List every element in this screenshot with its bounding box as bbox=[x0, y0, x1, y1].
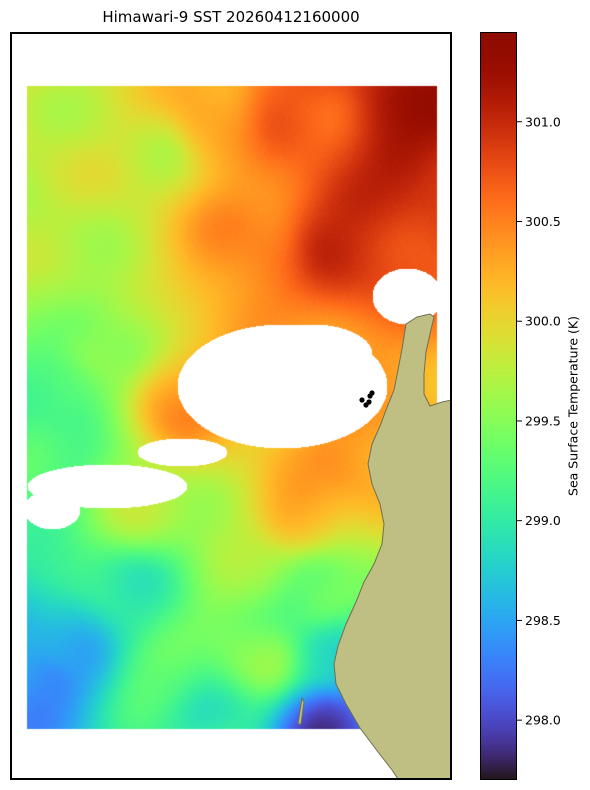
point-marker bbox=[366, 399, 372, 405]
land-mass bbox=[333, 313, 450, 778]
colorbar bbox=[480, 32, 517, 780]
colorbar-tick-label: 300.0 bbox=[525, 314, 561, 329]
colorbar-tick-label: 300.5 bbox=[525, 214, 561, 229]
colorbar-tick-label: 298.5 bbox=[525, 613, 561, 628]
map-panel bbox=[10, 32, 452, 780]
small-island bbox=[297, 696, 305, 725]
colorbar-ticks: 298.0 298.5 299.0 299.5 300.0 300.5 301.0 bbox=[517, 114, 561, 728]
colorbar-tick-label: 299.5 bbox=[525, 413, 561, 428]
chart-title: Himawari-9 SST 20260412160000 bbox=[102, 8, 360, 26]
point-marker bbox=[359, 397, 365, 403]
colorbar-tick-label: 299.0 bbox=[525, 513, 561, 528]
colorbar-gradient bbox=[481, 33, 516, 779]
colorbar-label: Sea Surface Temperature (K) bbox=[565, 316, 581, 496]
map-overlay bbox=[297, 313, 450, 778]
colorbar-tick-label: 298.0 bbox=[525, 713, 561, 728]
colorbar-tick-label: 301.0 bbox=[525, 114, 561, 129]
point-marker bbox=[369, 390, 375, 396]
